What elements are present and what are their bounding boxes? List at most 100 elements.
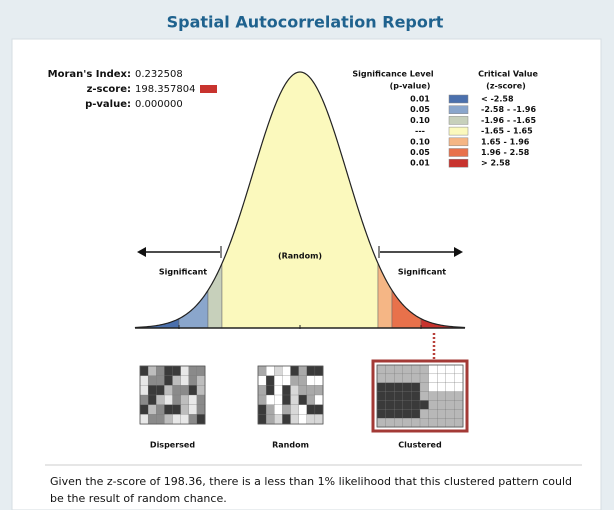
- stat-value: 0.232508: [135, 69, 183, 80]
- map-cell: [282, 395, 290, 405]
- legend-z: -1.65 - 1.65: [481, 127, 533, 136]
- map-cell: [189, 414, 197, 424]
- map-cell: [437, 365, 446, 374]
- map-cell: [437, 400, 446, 409]
- map-cell: [258, 395, 266, 405]
- map-cell: [156, 414, 164, 424]
- legend-swatch: [449, 106, 468, 114]
- map-cell: [140, 376, 148, 386]
- map-cell: [315, 376, 323, 386]
- map-cell: [315, 385, 323, 395]
- map-cell: [282, 385, 290, 395]
- map-cell: [274, 414, 282, 424]
- map-cell: [420, 365, 429, 374]
- legend-swatch: [449, 95, 468, 103]
- map-cell: [299, 395, 307, 405]
- legend-p: ---: [415, 127, 425, 136]
- map-cell: [411, 365, 420, 374]
- map-cell: [446, 409, 455, 418]
- map-cell: [446, 365, 455, 374]
- map-cell: [403, 392, 412, 401]
- legend-header: (p-value): [390, 82, 431, 91]
- map-cell: [156, 366, 164, 376]
- map-cell: [181, 366, 189, 376]
- map-cell: [394, 374, 403, 383]
- map-cell: [181, 376, 189, 386]
- map-cell: [266, 376, 274, 386]
- map-cell: [266, 385, 274, 395]
- map-cell: [307, 405, 315, 415]
- map-cell: [173, 405, 181, 415]
- map-cell: [454, 374, 463, 383]
- map-cell: [403, 374, 412, 383]
- report: Spatial Autocorrelation Report Moran's I…: [0, 0, 614, 510]
- map-cell: [315, 395, 323, 405]
- map-cell: [266, 405, 274, 415]
- map-cell: [164, 366, 172, 376]
- map-cell: [299, 366, 307, 376]
- map-cell: [291, 366, 299, 376]
- map-cell: [148, 405, 156, 415]
- map-cell: [274, 395, 282, 405]
- map-cell: [274, 405, 282, 415]
- map-cell: [420, 409, 429, 418]
- map-cell: [140, 385, 148, 395]
- map-cell: [197, 376, 205, 386]
- map-label: Clustered: [398, 441, 442, 450]
- legend-p: 0.01: [410, 159, 430, 168]
- stat-label: z-score:: [87, 84, 131, 95]
- legend-p: 0.05: [410, 105, 430, 114]
- map-cell: [411, 400, 420, 409]
- map-cell: [258, 385, 266, 395]
- map-cell: [189, 385, 197, 395]
- map-cell: [411, 383, 420, 392]
- footer-text: be the result of random chance.: [50, 492, 227, 505]
- map-cell: [197, 395, 205, 405]
- map-cell: [315, 405, 323, 415]
- map-cell: [282, 376, 290, 386]
- legend-swatch: [449, 159, 468, 167]
- map-cell: [299, 376, 307, 386]
- map-cell: [386, 418, 395, 427]
- map-cell: [394, 383, 403, 392]
- map-cell: [173, 385, 181, 395]
- map-label: Dispersed: [150, 441, 195, 450]
- map-cell: [299, 405, 307, 415]
- map-cell: [386, 400, 395, 409]
- map-cell: [266, 366, 274, 376]
- footer-text: Given the z-score of 198.36, there is a …: [50, 475, 572, 488]
- map-cell: [386, 392, 395, 401]
- map-cell: [282, 405, 290, 415]
- map-cell: [307, 385, 315, 395]
- map-cell: [156, 385, 164, 395]
- map-cell: [394, 392, 403, 401]
- map-cell: [411, 409, 420, 418]
- map-cell: [386, 409, 395, 418]
- map-cell: [164, 405, 172, 415]
- map-cell: [189, 366, 197, 376]
- map-cell: [164, 376, 172, 386]
- stat-value: 198.357804: [135, 84, 195, 95]
- curve-label: (Random): [278, 252, 322, 261]
- report-title: Spatial Autocorrelation Report: [167, 13, 444, 32]
- map-cell: [454, 418, 463, 427]
- legend-swatch: [449, 149, 468, 157]
- map-cell: [189, 376, 197, 386]
- map-cell: [454, 400, 463, 409]
- map-cell: [189, 395, 197, 405]
- map-cell: [307, 376, 315, 386]
- map-cell: [173, 414, 181, 424]
- map-cell: [429, 409, 438, 418]
- map-cell: [140, 405, 148, 415]
- map-cell: [148, 385, 156, 395]
- map-cell: [148, 414, 156, 424]
- map-cell: [377, 365, 386, 374]
- map-cell: [156, 405, 164, 415]
- map-cell: [437, 418, 446, 427]
- page: Spatial Autocorrelation Report Moran's I…: [0, 0, 614, 510]
- map-cell: [386, 374, 395, 383]
- map-cell: [291, 385, 299, 395]
- map-cell: [282, 414, 290, 424]
- map-cell: [307, 395, 315, 405]
- map-cell: [197, 414, 205, 424]
